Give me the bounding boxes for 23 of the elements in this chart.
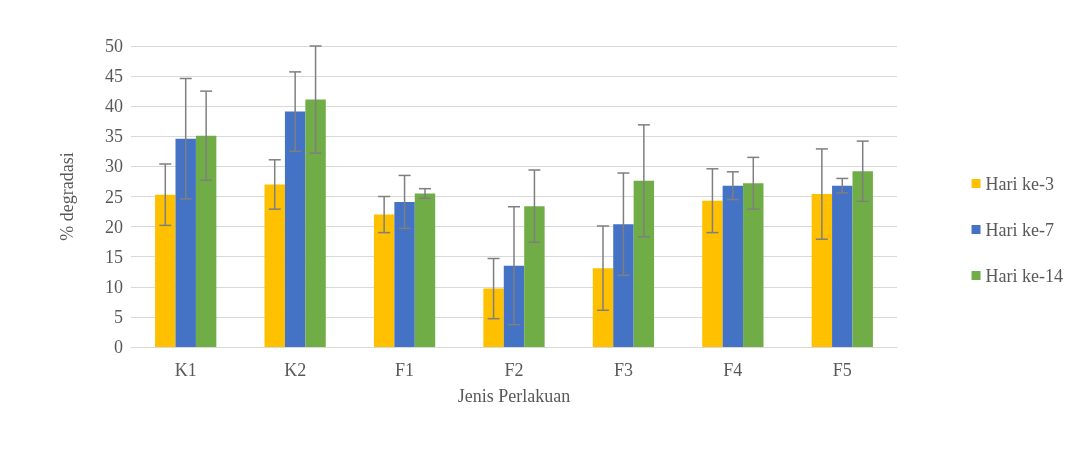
- y-tick-label: 30: [105, 156, 123, 177]
- y-tick-label: 15: [105, 246, 123, 267]
- legend-label: Hari ke-7: [985, 219, 1054, 240]
- y-tick-label: 45: [105, 66, 123, 87]
- x-tick-label: F1: [395, 360, 415, 380]
- x-tick-label: F3: [613, 360, 633, 380]
- y-tick-label: 35: [105, 126, 123, 147]
- y-tick-label: 40: [105, 96, 123, 117]
- y-tick-label: 5: [114, 306, 123, 327]
- y-tick-label: 0: [114, 337, 123, 357]
- x-tick-label: F5: [832, 360, 852, 380]
- x-tick-label: F2: [504, 360, 524, 380]
- y-axis-title: % degradasi: [57, 152, 77, 241]
- legend-label: Hari ke-14: [985, 265, 1063, 286]
- legend-label: Hari ke-3: [985, 173, 1054, 194]
- x-axis-title: Jenis Perlakuan: [457, 386, 571, 406]
- y-tick-label: 50: [105, 36, 123, 56]
- y-tick-label: 25: [105, 186, 123, 207]
- x-tick-label: K2: [284, 360, 307, 380]
- y-tick-label: 10: [105, 276, 123, 297]
- x-tick-label: K1: [174, 360, 197, 380]
- y-tick-label: 20: [105, 216, 123, 237]
- x-tick-label: F4: [723, 360, 743, 380]
